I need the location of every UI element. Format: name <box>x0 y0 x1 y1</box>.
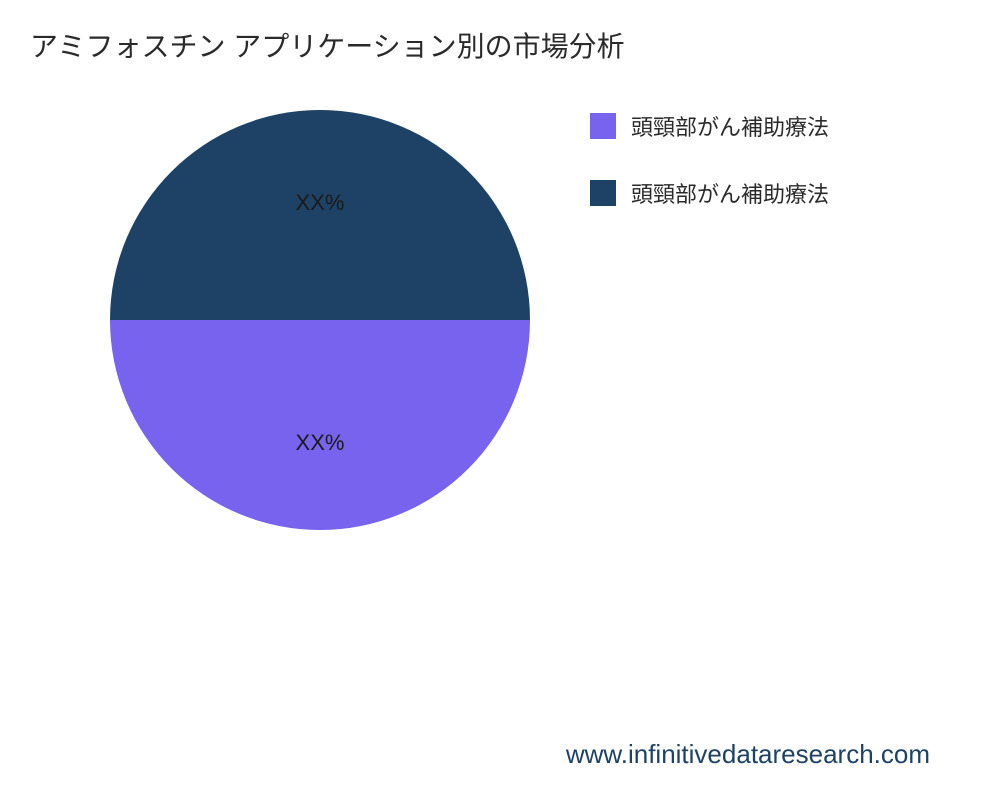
pie-slice-label-top: XX% <box>296 190 345 215</box>
legend-item: 頭頸部がん補助療法 <box>590 110 829 142</box>
footer-link: www.infinitivedataresearch.com <box>566 739 930 770</box>
legend-label: 頭頸部がん補助療法 <box>631 177 829 209</box>
legend-swatch <box>590 113 616 139</box>
legend: 頭頸部がん補助療法 頭頸部がん補助療法 <box>590 110 829 244</box>
pie-svg: XX% XX% <box>110 110 530 530</box>
pie-slice-label-bottom: XX% <box>296 430 345 455</box>
pie-slice-bottom <box>110 320 530 530</box>
pie-chart: XX% XX% <box>110 110 530 530</box>
legend-item: 頭頸部がん補助療法 <box>590 177 829 209</box>
pie-slice-top <box>110 110 530 320</box>
chart-title: アミフォスチン アプリケーション別の市場分析 <box>30 25 625 65</box>
legend-label: 頭頸部がん補助療法 <box>631 110 829 142</box>
legend-swatch <box>590 180 616 206</box>
